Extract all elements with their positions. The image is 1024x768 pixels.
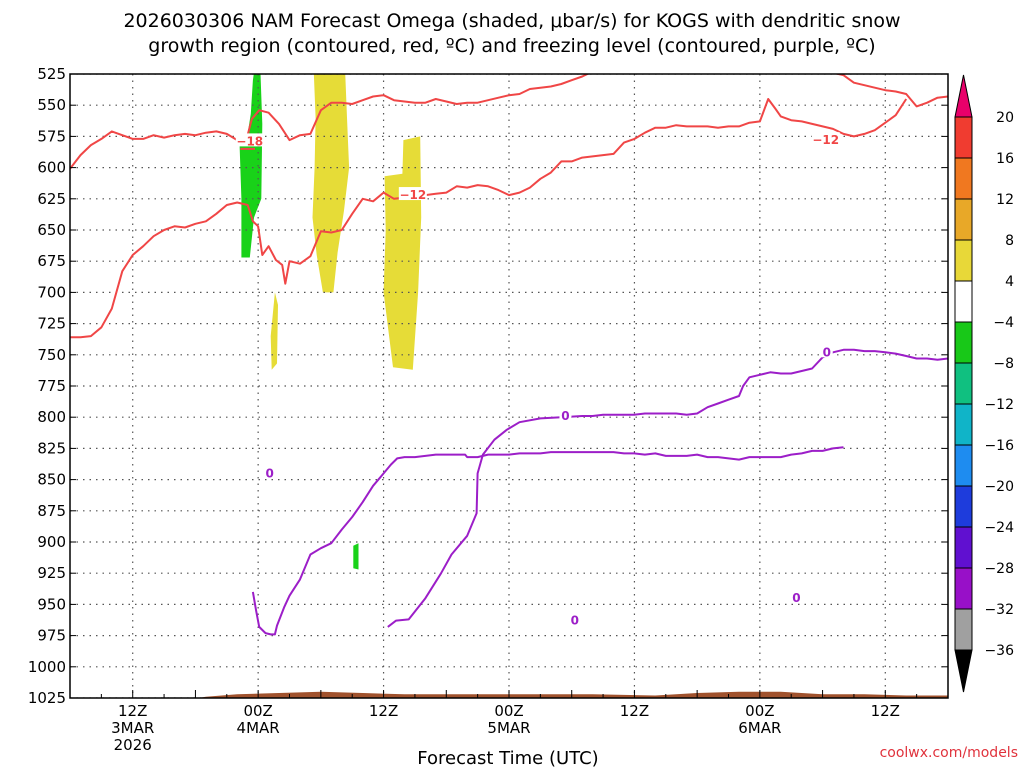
colorbar-bottom-arrow xyxy=(954,649,973,693)
terrain-ground xyxy=(198,691,948,698)
colorbar-band xyxy=(954,485,973,528)
x-tick-label: 00Z xyxy=(494,702,523,720)
colorbar-label: −32 xyxy=(984,602,1014,618)
plot-area: −12 −12 −18 0 0 0 0 0 525 550 575 600 625 650 675 700 72… xyxy=(28,65,949,754)
colorbar-label: −4 xyxy=(993,315,1014,331)
contour-label-bg xyxy=(811,132,840,146)
y-tick-label: 800 xyxy=(37,408,66,426)
x-tick-label: 00Z xyxy=(745,702,774,720)
contour-label-3: 0 xyxy=(561,409,569,423)
contour-freezing-lower xyxy=(251,446,844,636)
y-tick-label: 725 xyxy=(37,315,66,333)
omega-region-yellow-2 xyxy=(312,74,350,293)
y-tick-label: 1000 xyxy=(28,658,66,676)
contour-label-bg xyxy=(790,590,803,604)
contour-label-0: −12 xyxy=(399,188,426,202)
colorbar-band xyxy=(954,239,973,282)
chart-title-line2: growth region (contoured, red, ºC) and f… xyxy=(148,35,875,57)
contour-label-5: 0 xyxy=(571,614,579,628)
y-tick-label: 600 xyxy=(37,159,66,177)
colorbar-label: −28 xyxy=(984,561,1014,577)
contour-label-bg xyxy=(559,407,572,421)
y-tick-label: 900 xyxy=(37,533,66,551)
omega-region-yellow-4 xyxy=(270,292,278,370)
y-tick-label: 975 xyxy=(37,627,66,645)
x-tick-label: 2026 xyxy=(114,736,152,754)
omega-region-yellow-3 xyxy=(383,136,422,370)
y-tick-label: 550 xyxy=(37,96,66,114)
x-tick-label: 12Z xyxy=(871,702,900,720)
contour-label-bg xyxy=(820,344,833,358)
site-credit: coolwx.com/models xyxy=(880,745,1018,761)
x-tick-label: 12Z xyxy=(620,702,649,720)
colorbar-band xyxy=(954,444,973,487)
colorbar-label: 4 xyxy=(1005,274,1014,290)
y-tick-label: 850 xyxy=(37,471,66,489)
colorbar-label: −24 xyxy=(984,520,1014,536)
colorbar-label: −36 xyxy=(984,643,1014,659)
y-tick-label: 750 xyxy=(37,346,66,364)
contour-dgz-upper-right xyxy=(833,74,948,108)
y-tick-label: 700 xyxy=(37,283,66,301)
colorbar-label: 12 xyxy=(996,192,1014,208)
omega-region-green-0 xyxy=(239,74,263,258)
contour-dgz-lower xyxy=(70,98,908,339)
colorbar-label: −16 xyxy=(984,438,1014,454)
contour-label-6: 0 xyxy=(792,591,800,605)
chart-title-line1: 2026030306 NAM Forecast Omega (shaded, μ… xyxy=(123,10,900,32)
contour-label-bg xyxy=(235,133,264,147)
y-tick-label: 950 xyxy=(37,595,66,613)
contour-label-2: −18 xyxy=(236,134,263,148)
contour-freezing-main xyxy=(387,348,948,628)
colorbar-band xyxy=(954,567,973,610)
y-tick-label: 875 xyxy=(37,502,66,520)
colorbar-band xyxy=(954,280,973,323)
colorbar-label: −8 xyxy=(993,356,1014,372)
x-tick-label: 12Z xyxy=(118,702,147,720)
y-tick-label: 650 xyxy=(37,221,66,239)
x-tick-label: 4MAR xyxy=(237,719,280,737)
contour-dgz-upper xyxy=(70,74,590,170)
colorbar-band xyxy=(954,321,973,364)
colorbar-label: −12 xyxy=(984,397,1014,413)
colorbar-band xyxy=(954,116,973,159)
y-tick-label: 825 xyxy=(37,439,66,457)
contour-label-1: −12 xyxy=(812,133,839,147)
y-tick-label: 575 xyxy=(37,127,66,145)
colorbar-label: 16 xyxy=(996,151,1014,167)
colorbar-band xyxy=(954,403,973,446)
colorbar-band xyxy=(954,526,973,569)
x-tick-label: 6MAR xyxy=(738,719,781,737)
x-tick-label: 00Z xyxy=(243,702,272,720)
colorbar-label: 20 xyxy=(996,110,1014,126)
contour-label-bg xyxy=(398,187,427,201)
y-tick-label: 925 xyxy=(37,564,66,582)
x-tick-label: 12Z xyxy=(369,702,398,720)
x-tick-label: 3MAR xyxy=(111,719,154,737)
y-tick-label: 1025 xyxy=(28,689,66,707)
colorbar-band xyxy=(954,157,973,200)
contour-label-bg xyxy=(568,612,581,626)
contour-label-bg xyxy=(263,465,276,479)
y-tick-label: 675 xyxy=(37,252,66,270)
colorbar: 20 16 12 8 4 −4 −8 −12 −16 −20 −24 −28 −32 −36 xyxy=(954,74,1014,693)
x-axis-label: Forecast Time (UTC) xyxy=(417,748,598,768)
colorbar-band xyxy=(954,362,973,405)
colorbar-label: 8 xyxy=(1005,233,1014,249)
colorbar-band xyxy=(954,608,973,651)
plot-content: −12 −12 −18 0 0 0 0 0 xyxy=(70,74,948,698)
y-tick-label: 625 xyxy=(37,190,66,208)
y-tick-label: 525 xyxy=(37,65,66,83)
contour-label-4: 0 xyxy=(823,345,831,359)
contour-label-7: 0 xyxy=(265,466,273,480)
x-tick-label: 5MAR xyxy=(487,719,530,737)
y-tick-label: 775 xyxy=(37,377,66,395)
colorbar-band xyxy=(954,198,973,241)
colorbar-top-arrow xyxy=(954,74,973,118)
omega-region-green-1 xyxy=(353,543,359,570)
colorbar-label: −20 xyxy=(984,479,1014,495)
